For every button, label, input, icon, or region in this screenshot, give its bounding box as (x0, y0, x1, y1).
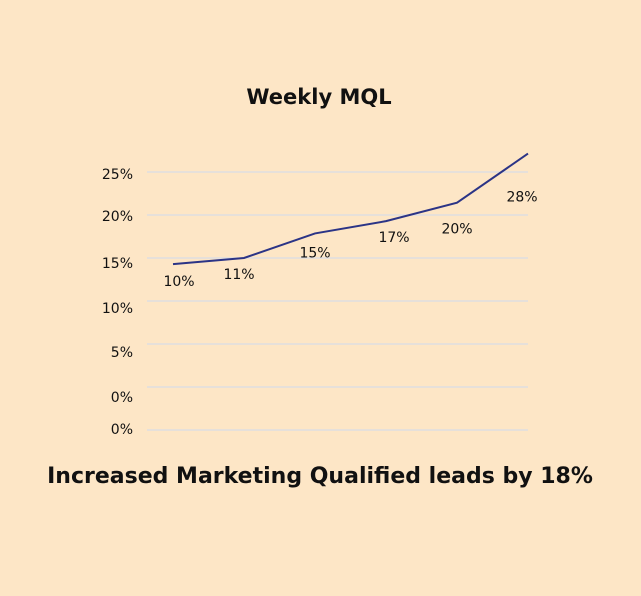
data-label: 15% (299, 245, 330, 261)
data-label: 10% (163, 274, 194, 290)
data-label: 20% (441, 222, 472, 238)
data-label: 11% (223, 267, 254, 283)
chart-title: Weekly MQL (246, 85, 391, 109)
y-tick-label: 20% (102, 209, 133, 225)
y-tick-label: 0% (111, 390, 133, 406)
y-tick-label: 0% (111, 422, 133, 438)
data-label: 17% (378, 230, 409, 246)
y-tick-label: 10% (102, 301, 133, 317)
y-tick-label: 25% (102, 167, 133, 183)
y-tick-label: 15% (102, 256, 133, 272)
y-tick-label: 5% (111, 345, 133, 361)
line (172, 152, 529, 266)
chart-subtitle: Increased Marketing Qualified leads by 1… (47, 464, 593, 489)
data-label: 28% (506, 190, 537, 206)
